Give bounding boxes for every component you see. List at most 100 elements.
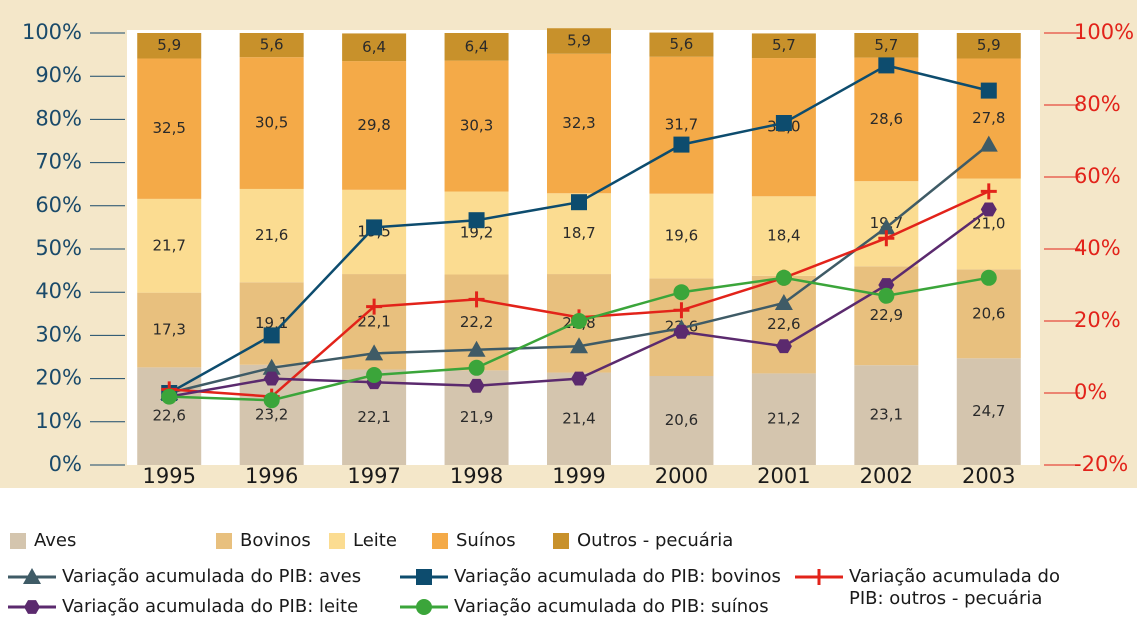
value-label: 17,3	[153, 321, 186, 339]
bar-segment	[649, 193, 714, 279]
x-tick-label: 1996	[245, 464, 298, 488]
bar-segment	[751, 275, 816, 374]
marker	[366, 298, 383, 315]
bar-segment	[649, 32, 714, 57]
value-label: 5,6	[670, 35, 694, 53]
legend-symbol	[553, 533, 569, 549]
y-tick-label: 100%	[22, 20, 82, 44]
marker	[366, 367, 383, 383]
bar-segment	[547, 372, 611, 465]
legend-swatch	[432, 533, 448, 549]
legend-swatch	[553, 533, 569, 549]
value-label: 19,2	[460, 224, 493, 242]
y-tick-label: 70%	[35, 150, 82, 174]
bar-segment	[854, 365, 919, 465]
value-label: 5,9	[157, 36, 181, 54]
y2-tick-label: 0%	[1074, 380, 1107, 404]
marker	[161, 388, 178, 405]
value-label: 24,7	[972, 402, 1005, 420]
legend-label: Variação acumulada do PIB: leite	[62, 596, 359, 617]
legend-label: Bovinos	[240, 530, 311, 551]
value-label: 22,1	[357, 312, 390, 330]
value-label: 30,5	[255, 114, 288, 132]
y2-tick-label: -20%	[1074, 452, 1128, 476]
legend-entry: Aves	[8, 530, 76, 552]
bar-segment	[239, 188, 304, 283]
value-label: 21,7	[153, 236, 186, 254]
y2-tick-label: 60%	[1074, 164, 1121, 188]
value-label: 5,7	[772, 36, 796, 54]
legend-entry: Variação acumulada do PIB: outros - pecu…	[795, 566, 1095, 610]
legend-symbol	[329, 533, 345, 549]
y-tick-label: 80%	[35, 106, 82, 130]
y-tick-label: 30%	[35, 322, 82, 346]
bar-segment	[444, 60, 509, 192]
marker	[673, 284, 690, 301]
marker	[980, 82, 997, 99]
marker	[263, 371, 280, 386]
bar-segment	[137, 58, 202, 199]
plot-area: 0% 10% 20% 30% 40% 50% 60% 70% 80% 90% 100% -20% 0% 2…	[0, 0, 1137, 488]
value-label: 5,7	[874, 36, 898, 54]
y-tick-label: 20%	[35, 366, 82, 390]
marker	[416, 599, 432, 615]
value-label: 18,4	[767, 227, 800, 245]
marker	[775, 115, 792, 131]
value-label: 19,6	[665, 227, 698, 245]
value-label: 21,2	[767, 410, 800, 428]
legend-symbol	[10, 533, 26, 549]
legend-label: Variação acumulada do PIB: bovinos	[454, 566, 781, 587]
bar-segment	[137, 292, 202, 368]
bar-segment	[239, 57, 304, 189]
value-label: 23,1	[870, 406, 903, 424]
value-label: 30,3	[460, 117, 493, 135]
y2-tick-label: 100%	[1074, 20, 1134, 44]
value-label: 22,2	[460, 313, 493, 331]
bar-segment	[342, 33, 407, 62]
bar-segment	[956, 358, 1021, 465]
marker	[673, 324, 690, 339]
marker	[980, 183, 997, 200]
marker	[980, 269, 997, 286]
y-tick-label: 60%	[35, 193, 82, 217]
bar-segment	[751, 373, 816, 465]
y-tick-label: 0%	[49, 452, 82, 476]
bar-segment	[444, 33, 509, 61]
legend-symbol	[8, 568, 56, 584]
marker	[468, 378, 485, 393]
bar-segment	[137, 198, 202, 293]
x-tick-label: 1997	[347, 464, 400, 488]
value-label: 21,0	[972, 214, 1005, 232]
marker	[467, 340, 486, 357]
value-label: 5,9	[567, 31, 591, 49]
value-label: 28,6	[870, 110, 903, 128]
marker	[775, 269, 792, 286]
marker	[980, 202, 997, 217]
bar-segment	[547, 53, 611, 194]
x-tick-label: 2000	[655, 464, 708, 488]
marker	[878, 57, 895, 74]
marker	[365, 344, 384, 361]
bar-segment	[444, 191, 509, 275]
marker	[468, 212, 485, 229]
x-tick-label: 2003	[962, 464, 1015, 488]
legend-entry: Variação acumulada do PIB: aves	[8, 566, 361, 588]
value-label: 22,6	[767, 315, 800, 333]
marker	[570, 337, 588, 354]
value-label: 21,4	[562, 409, 595, 427]
bar-segment	[342, 61, 407, 190]
value-label: 32,5	[153, 119, 186, 137]
bar-segment	[239, 33, 304, 58]
marker	[774, 294, 793, 310]
marker	[571, 371, 587, 386]
marker	[24, 600, 40, 614]
legend-label: Suínos	[456, 530, 516, 551]
y-tick-label: 40%	[35, 279, 82, 303]
marker	[877, 218, 896, 235]
legend-symbol	[400, 569, 448, 585]
value-label: 27,8	[972, 109, 1005, 127]
bar-segment	[547, 28, 611, 54]
marker	[571, 194, 587, 211]
legend-label: Leite	[353, 530, 397, 551]
